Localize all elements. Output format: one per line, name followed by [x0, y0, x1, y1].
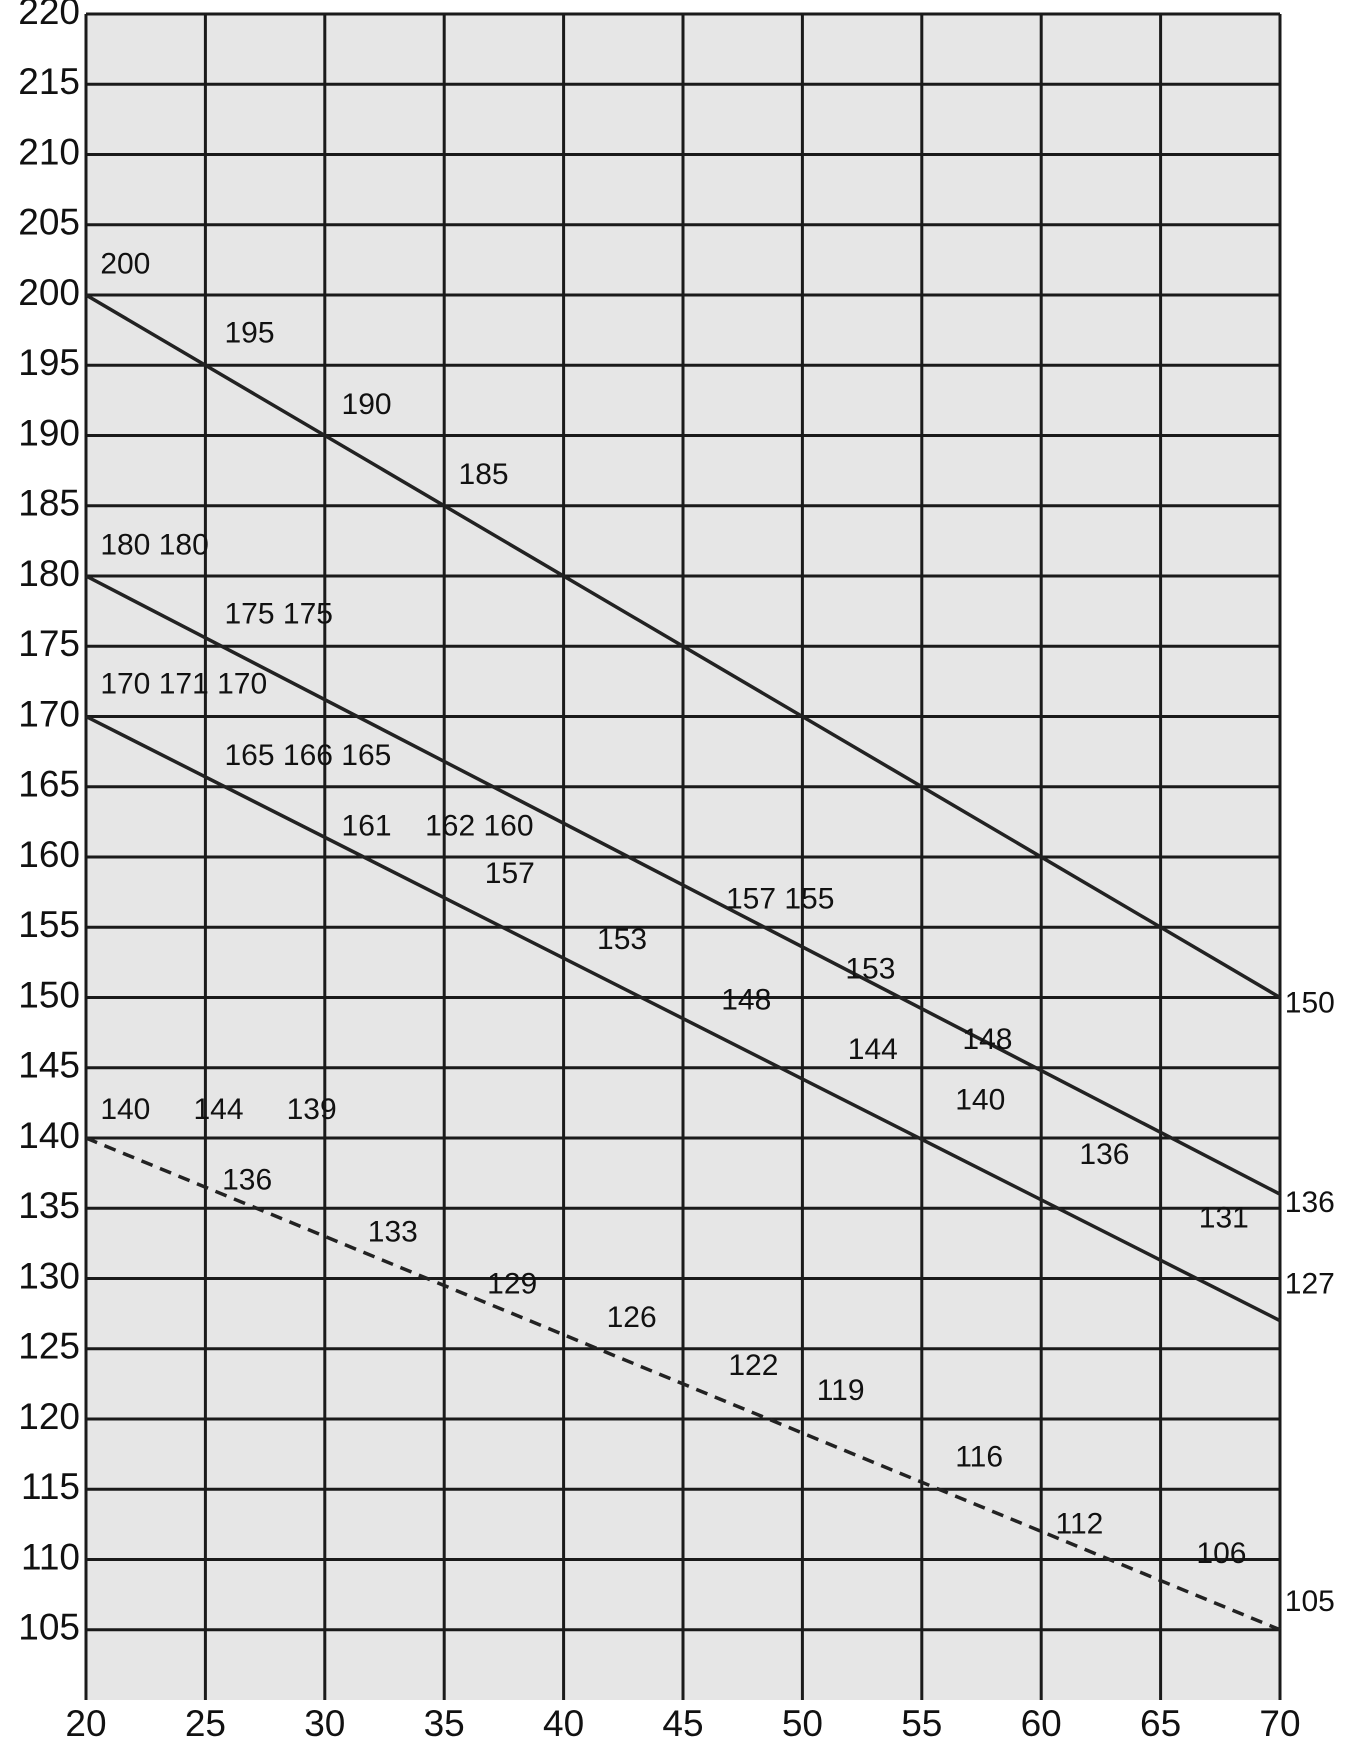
y-tick-label: 120 [18, 1396, 80, 1437]
annotation: 129 [487, 1267, 537, 1300]
data-line [85, 714, 1281, 1323]
x-tick-label: 55 [901, 1703, 942, 1744]
y-tick-label: 170 [18, 693, 80, 734]
annotation: 106 [1196, 1537, 1246, 1570]
annotation: 180 180 [100, 528, 208, 561]
annotation: 148 [962, 1023, 1012, 1056]
y-tick-label: 180 [18, 553, 80, 594]
y-tick-label: 185 [18, 483, 80, 524]
annotation: 139 [287, 1093, 337, 1126]
annotation: 105 [1285, 1585, 1335, 1618]
annotation: 153 [597, 923, 647, 956]
annotation: 190 [342, 388, 392, 421]
annotation: 136 [222, 1163, 272, 1196]
annotation: 136 [1079, 1138, 1129, 1171]
annotation: 150 [1285, 986, 1335, 1019]
x-tick-label: 45 [662, 1703, 703, 1744]
annotation: 165 166 165 [225, 739, 392, 772]
y-tick-label: 220 [18, 0, 80, 32]
y-tick-label: 165 [18, 764, 80, 805]
annotation: 161 [342, 809, 392, 842]
annotation: 144 [848, 1033, 898, 1066]
y-tick-label: 110 [21, 1536, 80, 1577]
x-tick-label: 70 [1259, 1703, 1300, 1744]
y-tick-label: 140 [18, 1115, 80, 1156]
x-tick-label: 60 [1021, 1703, 1062, 1744]
y-tick-label: 150 [18, 974, 80, 1015]
data-line [85, 574, 1281, 1196]
x-tick-label: 25 [185, 1703, 226, 1744]
y-tick-label: 115 [21, 1466, 80, 1507]
annotation: 136 [1285, 1186, 1335, 1219]
y-tick-label: 105 [18, 1607, 80, 1648]
annotation: 162 160 [425, 809, 533, 842]
y-tick-label: 175 [18, 623, 80, 664]
y-tick-label: 190 [18, 412, 80, 453]
annotation: 200 [100, 247, 150, 280]
annotation: 157 [485, 857, 535, 890]
x-tick-label: 40 [543, 1703, 584, 1744]
annotation: 122 [728, 1349, 778, 1382]
y-tick-label: 145 [18, 1045, 80, 1086]
y-tick-label: 210 [18, 131, 80, 172]
y-tick-label: 195 [18, 342, 80, 383]
annotation: 170 171 170 [100, 668, 267, 701]
annotation: 119 [817, 1374, 865, 1407]
annotation: 175 175 [225, 597, 333, 630]
annotation: 140 [100, 1093, 150, 1126]
annotation: 195 [225, 316, 275, 349]
x-tick-label: 50 [782, 1703, 823, 1744]
x-tick-label: 30 [304, 1703, 345, 1744]
annotation: 157 155 [726, 882, 834, 915]
annotation: 127 [1285, 1267, 1335, 1300]
y-tick-label: 155 [18, 904, 80, 945]
annotation: 148 [721, 984, 771, 1017]
annotation: 133 [368, 1215, 418, 1248]
annotation: 140 [955, 1083, 1005, 1116]
y-tick-label: 130 [18, 1255, 80, 1296]
y-tick-label: 205 [18, 202, 80, 243]
annotation: 116 [955, 1440, 1003, 1473]
data-line [85, 1136, 1281, 1632]
x-tick-label: 65 [1140, 1703, 1181, 1744]
y-tick-label: 215 [18, 61, 80, 102]
data-line [85, 293, 1281, 1000]
y-tick-label: 135 [18, 1185, 80, 1226]
annotation: 126 [607, 1301, 657, 1334]
annotation: 185 [459, 458, 509, 491]
y-tick-label: 160 [18, 834, 80, 875]
x-tick-label: 20 [65, 1703, 106, 1744]
annotation: 112 [1056, 1508, 1104, 1541]
y-tick-label: 125 [18, 1326, 80, 1367]
annotation: 131 [1199, 1201, 1249, 1234]
y-tick-label: 200 [18, 272, 80, 313]
annotation: 144 [193, 1093, 243, 1126]
x-tick-label: 35 [424, 1703, 465, 1744]
annotation: 153 [845, 953, 895, 986]
